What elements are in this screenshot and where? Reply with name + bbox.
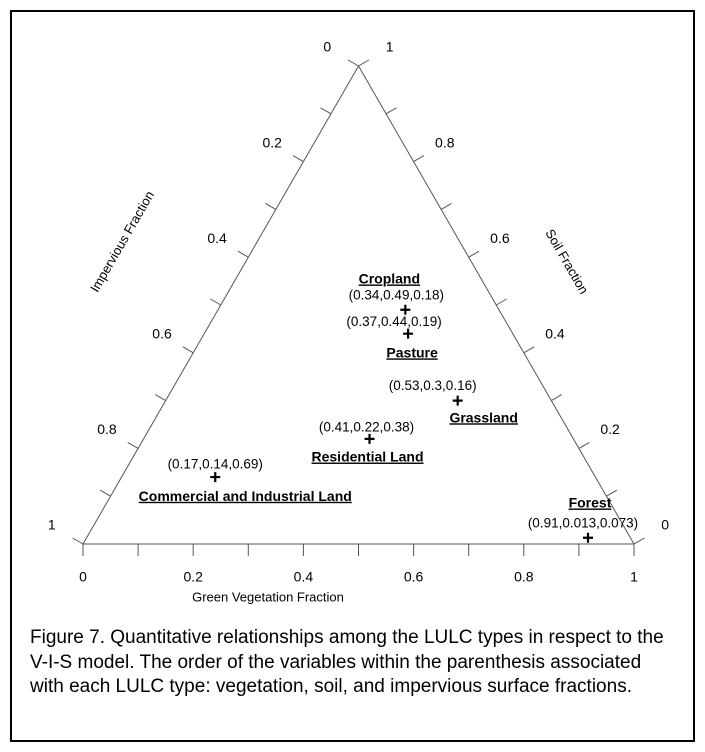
tick-mark <box>347 59 359 67</box>
point-marker <box>400 304 411 315</box>
tick-mark <box>358 59 370 67</box>
tick-mark <box>320 107 332 115</box>
tick-mark <box>551 394 562 402</box>
point-marker <box>582 532 593 543</box>
point-marker <box>452 395 463 406</box>
x-axis-label: Green Vegetation Fraction <box>192 589 344 604</box>
tick-label: 0.6 <box>404 569 424 585</box>
tick-label: 0 <box>79 569 87 585</box>
point-label: (0.41,0.22,0.38) <box>319 419 414 434</box>
tick-mark <box>72 537 84 545</box>
category-label: Pasture <box>386 344 438 360</box>
category-label: Residential Land <box>312 449 424 465</box>
category-label: Cropland <box>359 270 420 286</box>
tick-mark <box>237 250 249 258</box>
tick-label: 1 <box>386 39 394 55</box>
tick-label: 0.4 <box>545 326 565 342</box>
tick-label: 0.6 <box>152 326 172 342</box>
tick-mark <box>127 441 139 449</box>
tick-label: 0.8 <box>435 134 455 150</box>
category-label: Forest <box>569 494 612 510</box>
category-label: Grassland <box>449 409 517 425</box>
tick-label: 0.6 <box>490 230 510 246</box>
tick-mark <box>495 298 507 306</box>
tick-label: 0.2 <box>600 421 620 437</box>
point-label: (0.34,0.49,0.18) <box>349 287 444 302</box>
tick-mark <box>210 298 222 306</box>
point-label: (0.53,0.3,0.16) <box>389 378 477 393</box>
point-label: (0.91,0.013,0.073) <box>528 515 638 530</box>
tick-mark <box>385 107 397 115</box>
tick-label: 0.4 <box>294 569 314 585</box>
tick-mark <box>523 346 535 354</box>
tick-label: 1 <box>48 517 56 533</box>
point-marker <box>364 433 375 444</box>
tick-mark <box>292 155 304 163</box>
right-axis-label: Soil Fraction <box>542 226 591 296</box>
tick-mark <box>99 489 111 497</box>
point-marker <box>210 472 221 483</box>
caption: Figure 7. Quantitative relationships amo… <box>30 627 664 697</box>
left-axis-label: Impervious Fraction <box>87 188 157 294</box>
tick-mark <box>440 202 452 210</box>
point-label: (0.17,0.14,0.69) <box>168 457 263 472</box>
tick-mark <box>413 155 425 163</box>
tick-mark <box>182 346 194 354</box>
tick-label: 1 <box>630 569 638 585</box>
tick-label: 0.8 <box>97 421 117 437</box>
tick-mark <box>468 250 480 258</box>
tick-label: 0.4 <box>207 230 227 246</box>
tick-label: 0.2 <box>183 569 203 585</box>
tick-mark <box>155 394 166 402</box>
tick-mark <box>265 202 277 210</box>
tick-label: 0 <box>323 39 331 55</box>
tick-label: 0.2 <box>262 134 282 150</box>
triangle <box>82 64 635 545</box>
figure-frame <box>10 10 695 742</box>
point-label: (0.37,0.44,0.19) <box>346 314 441 329</box>
tick-mark <box>578 441 590 449</box>
tick-mark <box>633 537 645 545</box>
tick-mark <box>606 489 618 497</box>
tick-label: 0 <box>661 517 669 533</box>
point-marker <box>403 328 414 339</box>
category-label: Commercial and Industrial Land <box>139 488 352 504</box>
tick-label: 0.8 <box>514 569 534 585</box>
